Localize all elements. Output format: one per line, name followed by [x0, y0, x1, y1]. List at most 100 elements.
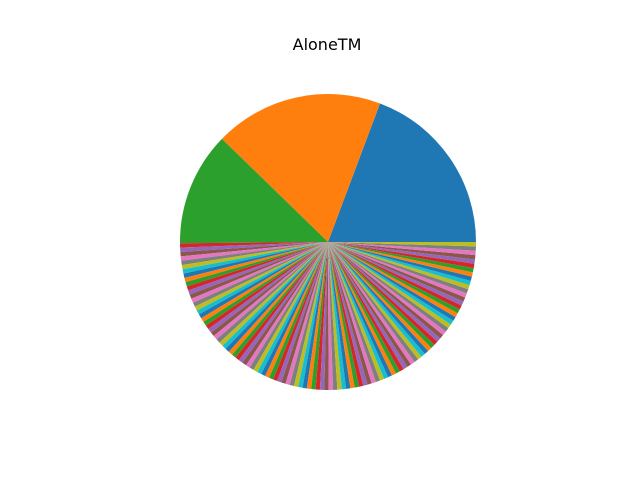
pie-slice-60: [328, 242, 351, 389]
pie-slice-73: [328, 242, 404, 372]
pie-slice-70: [328, 242, 393, 378]
pie-slice-2: [180, 138, 328, 244]
pie-slice-11: [184, 242, 328, 283]
pie-slice-65: [328, 242, 372, 385]
pie-slice-99: [328, 242, 471, 286]
pie-slice-82: [328, 242, 435, 348]
pie-slice-69: [328, 242, 389, 379]
pie-slice-100: [328, 242, 472, 281]
pie-slice-44: [277, 242, 328, 383]
pie-slice-84: [328, 242, 441, 342]
pie-slices: [180, 93, 476, 391]
pie-slice-93: [328, 242, 462, 310]
pie-slice-83: [328, 242, 438, 345]
pie-slice-46: [285, 242, 328, 385]
pie-slice-87: [328, 242, 449, 332]
pie-slice-102: [328, 242, 474, 273]
pie-slice-16: [191, 242, 328, 303]
pie-slice-95: [328, 242, 466, 302]
pie-slice-47: [289, 242, 328, 387]
pie-slice-43: [273, 242, 328, 382]
pie-slice-98: [328, 242, 470, 290]
pie-slice-12: [185, 242, 328, 287]
pie-slice-89: [328, 242, 454, 325]
chart-title: AloneTM: [293, 35, 362, 54]
pie-slice-21: [201, 242, 328, 322]
pie-slice-19: [196, 242, 328, 315]
pie-slice-36: [246, 242, 328, 368]
pie-slice-39: [257, 242, 328, 375]
pie-slice-23: [205, 242, 328, 330]
pie-slice-31: [228, 242, 328, 355]
pie-slice-61: [328, 242, 355, 389]
pie-slice-6: [180, 242, 328, 261]
pie-slice-17: [193, 242, 328, 307]
pie-slice-94: [328, 242, 464, 306]
pie-slice-105: [328, 242, 476, 260]
pie-slice-64: [328, 242, 368, 386]
pie-slice-80: [328, 242, 429, 354]
pie-slice-77: [328, 242, 419, 363]
pie-slice-9: [182, 242, 328, 274]
pie-slice-14: [188, 242, 328, 295]
pie-slice-29: [222, 242, 328, 349]
pie-slice-59: [328, 242, 347, 390]
pie-slice-51: [306, 242, 328, 390]
pie-slice-13: [186, 242, 328, 291]
pie-slice-28: [219, 242, 328, 346]
pie-slice-90: [328, 242, 456, 321]
pie-slice-8: [181, 242, 328, 270]
pie-slice-85: [328, 242, 444, 339]
pie-slice-20: [198, 242, 328, 319]
pie-slice-3: [180, 242, 328, 248]
pie-slice-35: [242, 242, 328, 366]
pie-slice-27: [216, 242, 328, 343]
pie-slice-66: [328, 242, 376, 384]
pie-slice-49: [298, 242, 328, 388]
pie-slice-52: [311, 242, 328, 390]
pie-slice-71: [328, 242, 396, 376]
pie-slice-22: [203, 242, 328, 326]
pie-slice-33: [235, 242, 328, 361]
pie-slice-106: [328, 242, 476, 256]
pie-slice-37: [249, 242, 328, 370]
pie-slice-56: [328, 242, 334, 390]
pie-slice-104: [328, 242, 475, 264]
pie-slice-78: [328, 242, 422, 360]
pie-slice-91: [328, 242, 458, 318]
pie-slice-38: [253, 242, 328, 373]
pie-slice-5: [180, 242, 328, 257]
pie-slice-24: [208, 242, 328, 333]
pie-slice-48: [293, 242, 328, 387]
pie-slice-76: [328, 242, 415, 365]
pie-slice-42: [269, 242, 328, 380]
pie-slice-57: [328, 242, 338, 390]
pie-slice-86: [328, 242, 446, 336]
pie-slice-0: [328, 103, 476, 243]
pie-slice-62: [328, 242, 360, 388]
pie-slice-67: [328, 242, 381, 383]
pie-slice-40: [261, 242, 328, 376]
pie-slice-18: [194, 242, 328, 311]
pie-slice-75: [328, 242, 412, 367]
pie-slice-54: [319, 242, 328, 390]
pie-slice-81: [328, 242, 432, 351]
pie-slice-58: [328, 242, 342, 390]
pie-slice-101: [328, 242, 473, 277]
pie-slice-4: [180, 242, 328, 253]
pie-slice-53: [315, 242, 328, 390]
pie-slice-96: [328, 242, 467, 298]
pie-slice-68: [328, 242, 385, 381]
pie-slice-15: [189, 242, 328, 299]
pie-slice-107: [328, 242, 476, 251]
pie-slice-79: [328, 242, 425, 357]
pie-slice-55: [324, 242, 329, 391]
pie-slice-26: [213, 242, 328, 340]
pie-slice-10: [183, 242, 328, 278]
pie-slice-74: [328, 242, 408, 370]
pie-slice-7: [181, 242, 328, 266]
pie-slice-1: [221, 93, 381, 243]
pie-slice-41: [265, 242, 328, 378]
pie-slice-72: [328, 242, 400, 374]
